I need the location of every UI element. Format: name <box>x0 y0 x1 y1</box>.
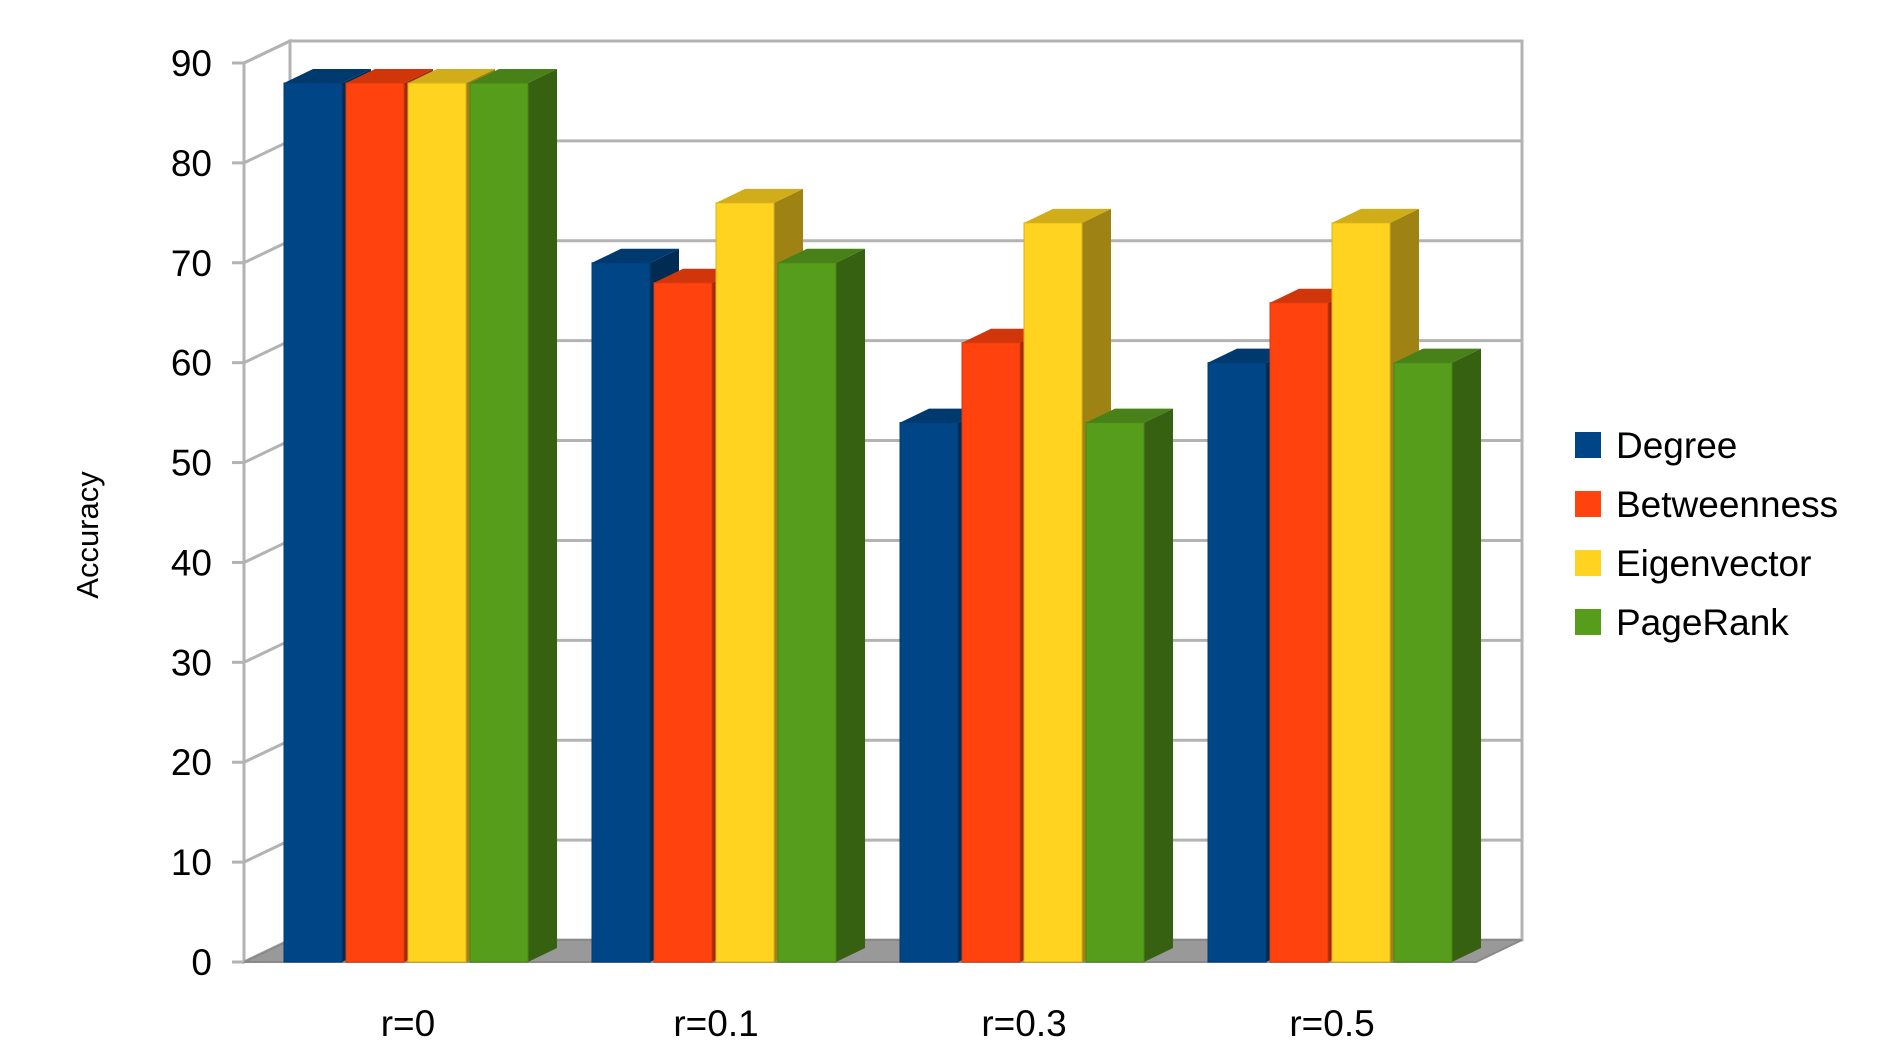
y-axis-ticks: 0 10 20 30 40 50 60 70 80 90 <box>171 43 244 983</box>
bar-front <box>283 82 343 963</box>
bar-front <box>1023 222 1083 963</box>
y-tick-label: 30 <box>171 642 212 683</box>
bar-front <box>777 262 837 963</box>
legend-label: PageRank <box>1616 602 1789 643</box>
bar-top <box>470 68 557 83</box>
legend-label: Degree <box>1616 425 1737 466</box>
bar-front <box>469 82 529 963</box>
bar-front <box>407 82 467 963</box>
x-axis-ticks: r=0 r=0.1 r=0.3 r=0.5 <box>381 1003 1375 1044</box>
bar-top <box>592 248 679 263</box>
legend-swatch <box>1575 609 1601 635</box>
bar-front <box>961 342 1021 963</box>
x-tick-label: r=0.5 <box>1289 1003 1374 1044</box>
legend-swatch <box>1575 491 1601 517</box>
bar-front <box>1085 422 1145 963</box>
legend-swatch <box>1575 432 1601 458</box>
legend-item: Degree <box>1575 425 1737 466</box>
bar-top <box>408 68 495 83</box>
bar <box>777 248 865 963</box>
bar-front <box>715 202 775 963</box>
legend-label: Eigenvector <box>1616 543 1811 584</box>
y-tick-label: 10 <box>171 842 212 883</box>
bars <box>283 68 1481 963</box>
y-tick-label: 50 <box>171 443 212 484</box>
y-tick-label: 60 <box>171 343 212 384</box>
bar <box>1393 348 1481 963</box>
x-tick-label: r=0.1 <box>673 1003 758 1044</box>
side-wall <box>242 38 292 965</box>
bar-top <box>1086 408 1173 423</box>
legend-item: PageRank <box>1575 602 1789 643</box>
bar-top <box>284 68 371 83</box>
legend: Degree Betweenness Eigenvector PageRank <box>1575 425 1838 643</box>
bar-side <box>836 248 865 962</box>
gridline <box>243 39 1522 65</box>
bar-top <box>1394 348 1481 363</box>
y-tick-label: 20 <box>171 742 212 783</box>
x-tick-label: r=0.3 <box>981 1003 1066 1044</box>
legend-swatch <box>1575 550 1601 576</box>
bar-front <box>653 282 713 963</box>
bar-front <box>1393 362 1453 963</box>
y-tick-label: 70 <box>171 243 212 284</box>
bar-front <box>1207 362 1267 963</box>
legend-item: Betweenness <box>1575 484 1838 525</box>
bar-top <box>716 188 803 203</box>
bar-front <box>1331 222 1391 963</box>
y-tick-label: 40 <box>171 542 212 583</box>
bar <box>469 68 557 963</box>
bar-side <box>1452 348 1481 963</box>
y-axis-title: Accuracy <box>70 471 105 599</box>
legend-label: Betweenness <box>1616 484 1838 525</box>
x-tick-label: r=0 <box>381 1003 436 1044</box>
bar <box>1085 408 1173 963</box>
y-tick-label: 90 <box>171 43 212 84</box>
bar-top <box>1024 208 1111 223</box>
bar-front <box>591 262 651 963</box>
bar-top <box>778 248 865 263</box>
bar-top <box>1332 208 1419 223</box>
bar-front <box>899 422 959 963</box>
y-tick-label: 0 <box>191 942 212 983</box>
bar-side <box>528 68 557 962</box>
legend-item: Eigenvector <box>1575 543 1811 584</box>
y-tick-label: 80 <box>171 143 212 184</box>
bar-top <box>346 68 433 83</box>
bar-front <box>1269 302 1329 963</box>
bar-front <box>345 82 405 963</box>
bar-side <box>1144 408 1173 963</box>
